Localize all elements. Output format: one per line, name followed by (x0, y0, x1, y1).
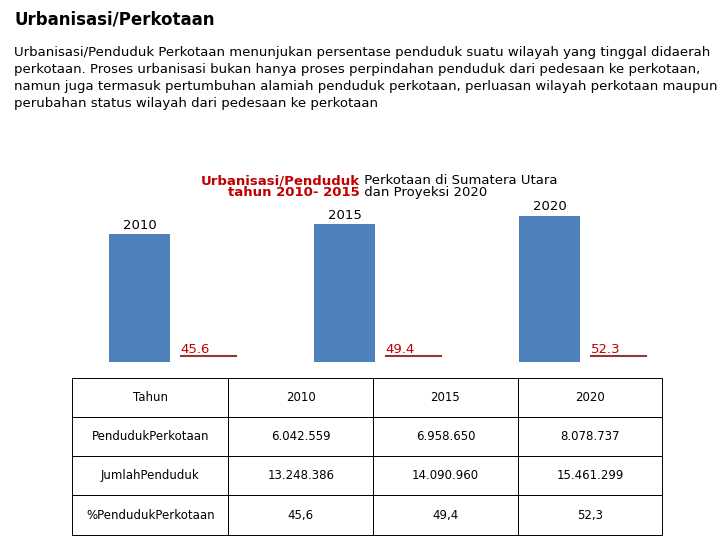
Text: Urbanisasi/Penduduk: Urbanisasi/Penduduk (201, 174, 360, 187)
Text: 52,3: 52,3 (577, 509, 603, 522)
Text: 2010: 2010 (286, 391, 315, 404)
Text: Urbanisasi/Perkotaan: Urbanisasi/Perkotaan (14, 11, 215, 29)
Text: 15.461.299: 15.461.299 (557, 469, 624, 482)
Bar (373, 496, 518, 535)
Bar (373, 378, 518, 417)
Bar (518, 417, 662, 456)
Text: Perkotaan di Sumatera Utara: Perkotaan di Sumatera Utara (360, 174, 557, 187)
Bar (373, 417, 518, 456)
Text: 2020: 2020 (533, 200, 567, 213)
Bar (72, 456, 228, 496)
Bar (228, 456, 373, 496)
Text: 45.6: 45.6 (181, 343, 210, 356)
Text: 6.958.650: 6.958.650 (415, 430, 475, 443)
Text: 45,6: 45,6 (288, 509, 314, 522)
Text: dan Proyeksi 2020: dan Proyeksi 2020 (360, 186, 487, 199)
Text: JumlahPenduduk: JumlahPenduduk (101, 469, 199, 482)
Bar (109, 234, 171, 362)
Bar (72, 378, 228, 417)
Bar (314, 224, 375, 362)
Text: 2010: 2010 (122, 219, 156, 232)
Bar (518, 496, 662, 535)
Text: 13.248.386: 13.248.386 (267, 469, 334, 482)
Bar (518, 456, 662, 496)
Text: 49,4: 49,4 (432, 509, 459, 522)
Bar (72, 496, 228, 535)
Text: PendudukPerkotaan: PendudukPerkotaan (91, 430, 209, 443)
Bar (373, 456, 518, 496)
Text: 14.090.960: 14.090.960 (412, 469, 479, 482)
Text: 49.4: 49.4 (386, 343, 415, 356)
Bar (228, 496, 373, 535)
Bar (519, 215, 580, 362)
Text: 2015: 2015 (328, 208, 361, 221)
Bar (228, 378, 373, 417)
Bar (228, 417, 373, 456)
Bar (518, 378, 662, 417)
Text: 2020: 2020 (575, 391, 605, 404)
Text: 2015: 2015 (431, 391, 460, 404)
Text: Tahun: Tahun (132, 391, 168, 404)
Text: 52.3: 52.3 (590, 343, 620, 356)
Bar (72, 417, 228, 456)
Text: 6.042.559: 6.042.559 (271, 430, 330, 443)
Text: %PendudukPerkotaan: %PendudukPerkotaan (86, 509, 215, 522)
Text: tahun 2010- 2015: tahun 2010- 2015 (228, 186, 360, 199)
Text: 8.078.737: 8.078.737 (560, 430, 620, 443)
Text: Urbanisasi/Penduduk Perkotaan menunjukan persentase penduduk suatu wilayah yang : Urbanisasi/Penduduk Perkotaan menunjukan… (14, 46, 718, 111)
